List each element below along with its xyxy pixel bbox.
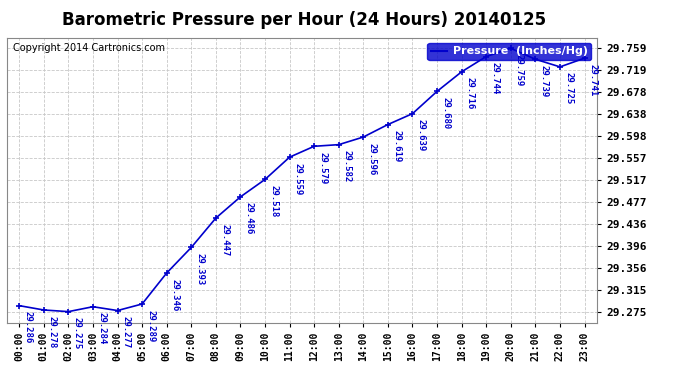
Text: 29.284: 29.284	[97, 312, 106, 345]
Text: 29.744: 29.744	[491, 62, 500, 94]
Text: 29.579: 29.579	[318, 152, 327, 184]
Text: 29.346: 29.346	[171, 279, 180, 311]
Legend: Pressure  (Inches/Hg): Pressure (Inches/Hg)	[427, 43, 591, 60]
Text: 29.639: 29.639	[417, 119, 426, 152]
Text: 29.277: 29.277	[121, 316, 130, 348]
Text: 29.486: 29.486	[244, 202, 254, 235]
Text: 29.596: 29.596	[368, 142, 377, 175]
Text: 29.518: 29.518	[269, 185, 278, 217]
Text: 29.275: 29.275	[72, 317, 81, 350]
Text: Barometric Pressure per Hour (24 Hours) 20140125: Barometric Pressure per Hour (24 Hours) …	[61, 11, 546, 29]
Text: 29.582: 29.582	[343, 150, 352, 183]
Text: 29.619: 29.619	[392, 130, 401, 162]
Text: 29.559: 29.559	[294, 163, 303, 195]
Text: 29.447: 29.447	[220, 224, 229, 256]
Text: Copyright 2014 Cartronics.com: Copyright 2014 Cartronics.com	[13, 43, 165, 53]
Text: 29.739: 29.739	[540, 65, 549, 97]
Text: 29.716: 29.716	[466, 77, 475, 110]
Text: 29.278: 29.278	[48, 315, 57, 348]
Text: 29.393: 29.393	[195, 253, 204, 285]
Text: 29.289: 29.289	[146, 310, 155, 342]
Text: 29.680: 29.680	[441, 97, 451, 129]
Text: 29.286: 29.286	[23, 311, 32, 344]
Text: 29.759: 29.759	[515, 54, 524, 86]
Text: 29.741: 29.741	[589, 64, 598, 96]
Text: 29.725: 29.725	[564, 72, 573, 105]
